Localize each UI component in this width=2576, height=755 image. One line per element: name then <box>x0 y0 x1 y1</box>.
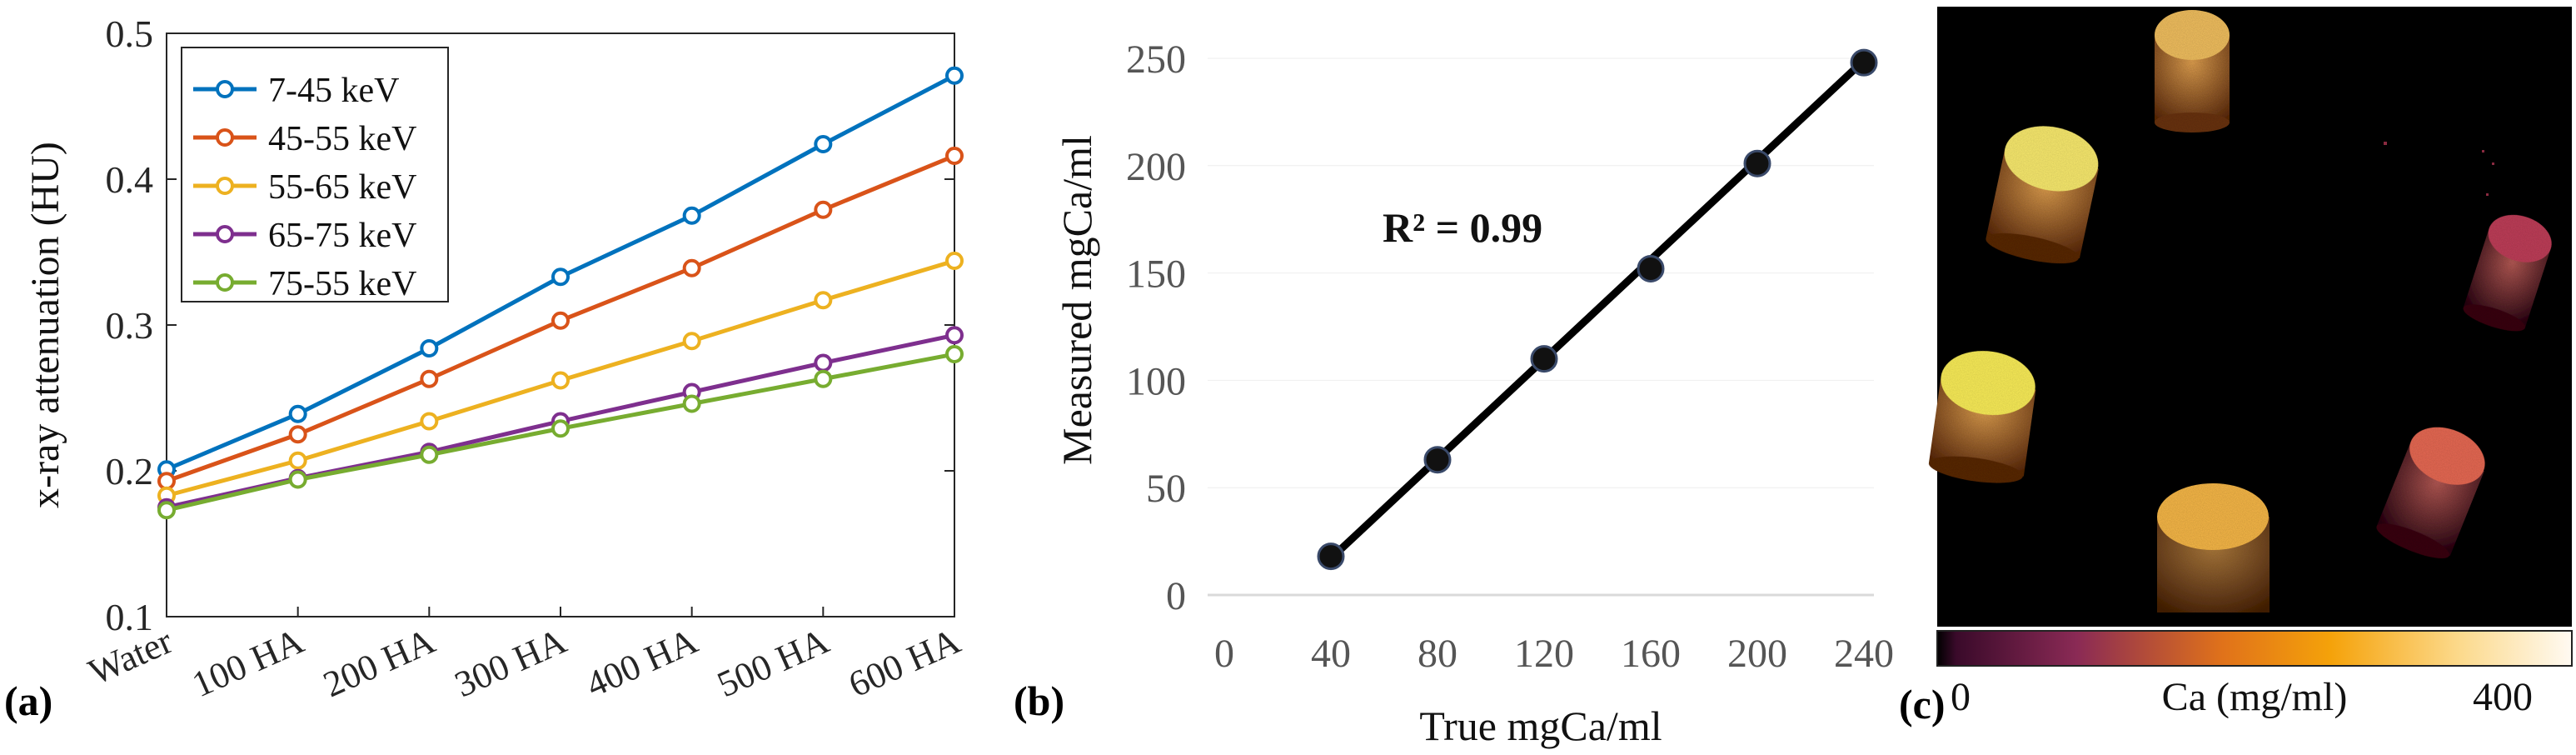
x-axis-label-b: True mgCa/ml <box>1419 702 1662 749</box>
y-tick-label-b: 0 <box>1166 574 1186 618</box>
data-points-b <box>1317 48 1878 571</box>
y-tick-label-a: 0.4 <box>106 158 154 201</box>
x-tick-label-b: 80 <box>1418 632 1457 676</box>
sample-cylinder-bottom-right <box>2376 427 2485 559</box>
y-tick-label-b: 150 <box>1126 252 1186 297</box>
data-point-b <box>1317 542 1345 571</box>
data-point-a <box>551 371 570 390</box>
legend-label-a: 75-55 keV <box>268 265 416 303</box>
sample-cylinder-right <box>2463 214 2552 332</box>
x-tick-label-a: 600 HA <box>843 620 967 705</box>
data-point-a <box>157 501 176 520</box>
data-point-a <box>945 147 964 165</box>
legend-marker-a <box>216 128 234 147</box>
data-point-a <box>814 291 833 310</box>
sample-cylinder-left <box>1928 351 2036 483</box>
data-point-b <box>1743 149 1771 178</box>
regression-line <box>1328 58 1867 562</box>
y-tick-label-a: 0.3 <box>106 304 154 347</box>
colorbar-title: Ca (mg/ml) <box>2162 675 2348 719</box>
x-tick-label-b: 240 <box>1834 632 1894 676</box>
y-tick-label-b: 50 <box>1146 467 1186 511</box>
x-tick-label-a: 100 HA <box>186 620 310 705</box>
y-tick-label-a: 0.5 <box>106 12 154 55</box>
x-axis-b: 0 40 80 120 160 200 240 <box>1214 632 1894 676</box>
y-axis-label-b: Measured mgCa/ml <box>1054 135 1100 465</box>
data-point-a <box>814 369 833 388</box>
data-point-b <box>1530 345 1558 373</box>
data-point-a <box>420 412 439 431</box>
data-point-a <box>420 369 439 388</box>
data-point-a <box>945 345 964 363</box>
panel-label-a: (a) <box>4 678 52 724</box>
legend-marker-a <box>216 177 234 195</box>
data-point-a <box>945 326 964 345</box>
panel-label-c: (c) <box>1899 681 1946 728</box>
panel-c-ct-image: 0 Ca (mg/ml) 400 (c) <box>1899 7 2573 728</box>
x-tick-label-b: 160 <box>1621 632 1681 676</box>
data-point-a <box>682 394 701 413</box>
sample-cylinder-upper-left <box>1986 126 2099 264</box>
series-group-a <box>157 66 964 520</box>
data-point-a <box>551 268 570 287</box>
legend-label-a: 7-45 keV <box>268 72 399 110</box>
y-tick-label-a: 0.1 <box>106 596 154 638</box>
x-axis-a: Water 100 HA 200 HA 300 HA 400 HA 500 HA 600 H… <box>82 607 966 705</box>
data-point-a <box>288 470 307 489</box>
data-point-a <box>945 66 964 85</box>
x-tick-label-b: 120 <box>1514 632 1574 676</box>
data-point-b <box>1850 48 1878 77</box>
noise-specks <box>2384 142 2494 196</box>
data-point-a <box>682 258 701 278</box>
x-tick-label-b: 0 <box>1214 632 1234 676</box>
data-point-a <box>157 472 176 491</box>
x-tick-label-a: 300 HA <box>449 620 573 705</box>
data-point-a <box>288 425 307 444</box>
legend-marker-a <box>216 225 234 243</box>
sample-cylinder-top <box>2155 10 2230 132</box>
data-point-b <box>1423 446 1452 474</box>
x-tick-label-a: 500 HA <box>711 620 835 705</box>
y-tick-label-a: 0.2 <box>106 450 154 492</box>
data-point-a <box>551 311 570 330</box>
y-axis-b: 0 50 100 150 200 250 <box>1126 38 1186 618</box>
legend-marker-a <box>216 273 234 292</box>
data-point-a <box>288 451 307 470</box>
legend-label-a: 65-75 keV <box>268 217 416 255</box>
legend-a: 7-45 keV 45-55 keV 55-65 keV 65-75 keV 75-55… <box>181 47 449 303</box>
x-tick-label-a: 200 HA <box>317 620 441 705</box>
data-point-a <box>814 200 833 219</box>
x-tick-label-b: 200 <box>1727 632 1787 676</box>
data-point-a <box>288 404 307 423</box>
x-tick-label-a: 400 HA <box>580 620 704 705</box>
colorbar-max-label: 400 <box>2473 675 2533 719</box>
panel-a-line-chart: 0.1 0.2 0.3 0.4 0.5 Water 100 HA 200 HA 300 HA 4… <box>4 12 966 724</box>
y-tick-label-b: 200 <box>1126 145 1186 189</box>
data-point-a <box>551 419 570 438</box>
y-gridlines-b <box>1208 58 1874 488</box>
y-axis-a: 0.1 0.2 0.3 0.4 0.5 <box>106 12 954 638</box>
y-tick-label-b: 100 <box>1126 359 1186 403</box>
data-point-a <box>814 135 833 153</box>
y-axis-label-a: x-ray attenuation (HU) <box>23 142 67 508</box>
legend-marker-a <box>216 80 234 98</box>
panel-label-b: (b) <box>1014 678 1064 724</box>
x-tick-label-b: 40 <box>1311 632 1351 676</box>
data-point-a <box>814 353 833 372</box>
data-point-a <box>945 252 964 270</box>
colorbar-min-label: 0 <box>1951 675 1971 719</box>
r-squared-annotation: R² = 0.99 <box>1383 204 1542 251</box>
data-point-b <box>1637 254 1665 282</box>
data-point-a <box>420 445 439 464</box>
data-point-a <box>420 339 439 358</box>
data-point-a <box>682 332 701 351</box>
legend-label-a: 55-65 keV <box>268 168 416 207</box>
sample-cylinder-bottom <box>2157 483 2270 612</box>
legend-label-a: 45-55 keV <box>268 120 416 158</box>
colorbar <box>1936 630 2573 667</box>
y-tick-label-b: 250 <box>1126 38 1186 82</box>
data-point-a <box>682 206 701 225</box>
panel-b-scatter-chart: 0 50 100 150 200 250 0 40 80 120 160 200 240 R² = 0… <box>1014 38 1894 749</box>
